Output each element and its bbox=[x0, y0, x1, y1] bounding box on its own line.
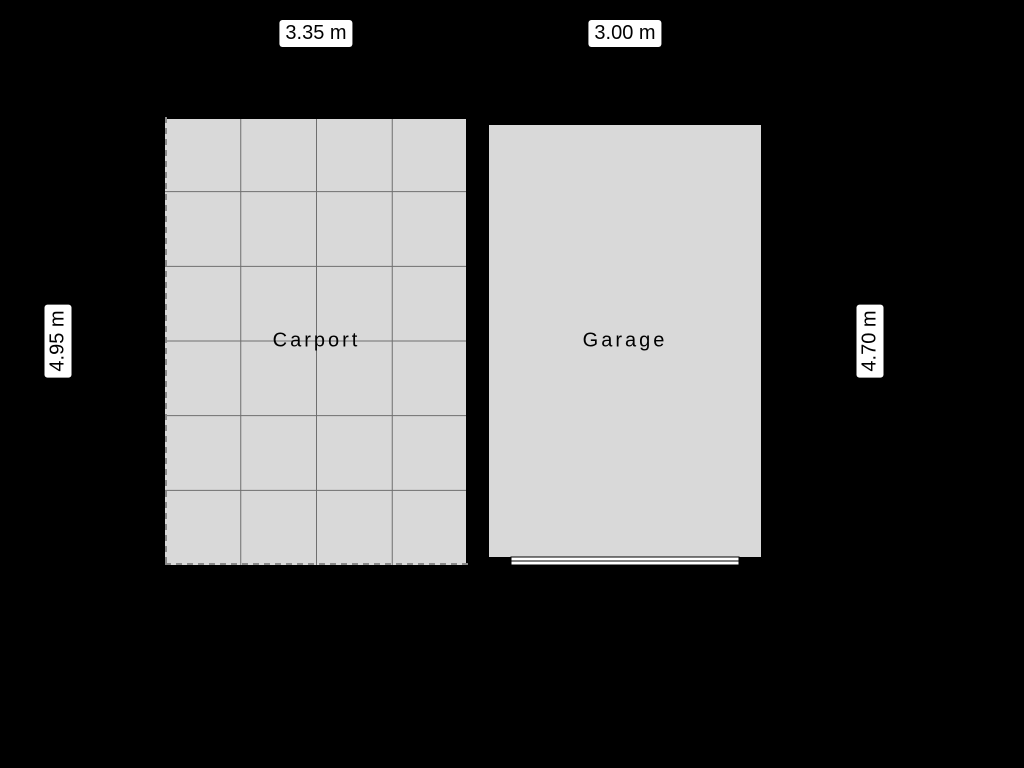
garage-room: Garage bbox=[481, 117, 769, 565]
carport-label: Carport bbox=[273, 330, 361, 353]
dim-garage-height: 4.70 m bbox=[857, 304, 884, 377]
dim-carport-width: 3.35 m bbox=[279, 20, 352, 47]
dim-garage-width: 3.00 m bbox=[588, 20, 661, 47]
garage-label: Garage bbox=[583, 330, 668, 353]
dim-carport-height: 4.95 m bbox=[45, 304, 72, 377]
floorplan-canvas: Carport Garage 3.35 m 3.00 m 4.95 m 4.70… bbox=[0, 0, 1024, 768]
carport-room: Carport bbox=[165, 117, 468, 565]
